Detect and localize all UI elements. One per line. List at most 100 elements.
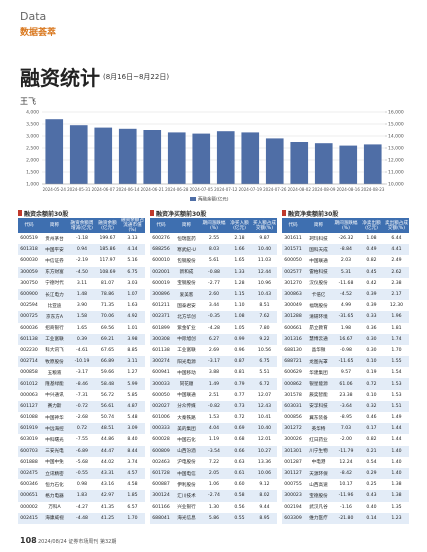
x-tick-label: 2024-06-07 bbox=[92, 187, 116, 192]
table-cell: 8.02 bbox=[252, 490, 277, 502]
table-cell: 银星能源 bbox=[304, 378, 333, 390]
header-row: 代码 简称 期间涨跌幅(%) 净买入额(亿元) 买入额占成交额(%) bbox=[150, 218, 277, 233]
table-cell: 0.60 bbox=[234, 482, 245, 488]
bar bbox=[363, 144, 382, 184]
table-cell: -11.79 bbox=[333, 445, 359, 457]
table-cell: 1.30 bbox=[208, 504, 220, 510]
table-cell: 恒瑞医药 bbox=[177, 236, 196, 242]
table-row: 688721 龙图光罩 -11.65 0.10 1.55 bbox=[282, 356, 409, 368]
table-cell: 中国平安 bbox=[40, 244, 69, 256]
table-cell: 300033 bbox=[150, 378, 172, 390]
table-cell: -0.55 bbox=[69, 467, 95, 480]
table-cell: 300023 bbox=[282, 490, 304, 502]
table-cell: 华建集团 bbox=[309, 370, 328, 376]
table-cell: 中兴通讯 bbox=[45, 393, 64, 399]
table-cell: 7.22 bbox=[208, 459, 220, 465]
table-cell: 3.13 bbox=[127, 236, 138, 242]
table-cell: 隆基绿能 bbox=[40, 378, 69, 390]
table-row: 600276 恒瑞医药 2.55 2.18 9.87 bbox=[150, 233, 277, 244]
table-cell: 600028 bbox=[152, 437, 170, 443]
table-cell: 9.22 bbox=[252, 333, 277, 345]
table-cell: 1.51 bbox=[384, 400, 409, 412]
table-cell: 2.69 bbox=[208, 347, 220, 353]
article-title: 融资统计 bbox=[20, 66, 100, 90]
table-cell: 兴业银行 bbox=[177, 505, 196, 511]
table-cell: 4.57 bbox=[120, 467, 145, 480]
table-cell: 0.19 bbox=[366, 370, 377, 376]
table-cell: 23.38 bbox=[339, 392, 353, 398]
table-cell: 301301 bbox=[282, 445, 304, 457]
table-cell: 0.63 bbox=[234, 459, 245, 465]
table-cell: 000725 bbox=[18, 311, 40, 323]
table-cell: 0.72 bbox=[234, 415, 245, 421]
table-cell: 1.65 bbox=[234, 258, 245, 264]
table-cell: 600050 bbox=[284, 258, 302, 264]
table-cell: 0.77 bbox=[234, 392, 245, 398]
table-cell: 688041 bbox=[150, 512, 172, 524]
table-cell: 6.72 bbox=[252, 378, 277, 390]
column-header: 融资余额周增减(亿元) bbox=[69, 218, 95, 233]
table-cell: 002594 bbox=[20, 303, 38, 309]
table-cell: 1.44 bbox=[391, 437, 402, 443]
table-cell: 1.83 bbox=[69, 490, 95, 502]
table-cell: 工业富联 bbox=[177, 348, 196, 354]
table-cell: 601211 bbox=[152, 303, 170, 309]
table-cell: 300896 bbox=[150, 288, 172, 301]
table-cell: 2.55 bbox=[208, 236, 220, 242]
table-cell: 3.09 bbox=[120, 423, 145, 435]
table-row: 301578 辰奕智能 23.38 0.10 1.53 bbox=[282, 390, 409, 401]
y-tick-label: 3,500 bbox=[26, 122, 39, 128]
table-cell: 中国联通 bbox=[309, 258, 328, 264]
table-cell: 中国神华 bbox=[45, 415, 64, 421]
table-cell: -3.17 bbox=[76, 370, 88, 376]
table-row: 002594 比亚迪 3.90 71.35 1.63 bbox=[18, 300, 145, 311]
table-cell: 41.25 bbox=[95, 512, 120, 524]
table-cell: 东方财富 bbox=[40, 266, 69, 278]
table-row: 600028 中国石化 1.19 0.68 12.01 bbox=[150, 434, 277, 445]
y-tick-label: 2,000 bbox=[26, 158, 39, 164]
table-cell: 0.82 bbox=[366, 437, 377, 443]
table-cell: 1.53 bbox=[208, 415, 220, 421]
table-cell: -11.96 bbox=[333, 490, 359, 502]
table-row: 600941 中国移动 3.88 0.81 5.51 bbox=[150, 367, 277, 378]
y-tick-label: 4,000 bbox=[26, 110, 39, 116]
header-row: 代码 简称 期间涨跌幅(%) 净卖出额(亿元) 卖出额占成交额(%) bbox=[282, 218, 409, 233]
table-cell: 600941 bbox=[152, 370, 170, 376]
table-cell: 宝德股份 bbox=[304, 490, 333, 502]
table-cell: 8.95 bbox=[252, 512, 277, 524]
table-cell: 3.90 bbox=[76, 303, 88, 309]
table-cell: 国泰君安 bbox=[177, 303, 196, 309]
table-row: 600050 中国联通 2.51 0.77 12.07 bbox=[150, 390, 277, 401]
table-cell: 603309 bbox=[282, 512, 304, 524]
table-cell: 4.92 bbox=[120, 311, 145, 323]
table-cell: 81.07 bbox=[100, 280, 115, 286]
table-cell: 600809 bbox=[150, 445, 172, 457]
table-cell: 12.30 bbox=[389, 303, 404, 309]
table-cell: 0.30 bbox=[359, 333, 384, 345]
column-header: 融资余额占流通市值(%) bbox=[120, 218, 145, 233]
table-cell: 10.27 bbox=[252, 445, 277, 457]
table-cell: 50.74 bbox=[100, 415, 115, 421]
table-cell: 58.48 bbox=[95, 378, 120, 390]
table-cell: 44.02 bbox=[100, 459, 115, 465]
table-cell: 中国联通 bbox=[177, 393, 196, 399]
table-cell: -4.50 bbox=[69, 266, 95, 278]
table-cell: 301578 bbox=[284, 392, 302, 398]
table-cell: 600276 bbox=[152, 236, 170, 242]
table-cell: 301571 bbox=[282, 244, 304, 256]
table-cell: 1.10 bbox=[234, 303, 245, 309]
table-cell: 002001 bbox=[150, 266, 172, 278]
table-row: 601138 工业富联 0.39 69.21 3.98 bbox=[18, 333, 145, 345]
table-cell: 阳光电源 bbox=[172, 356, 201, 368]
table-cell: 恒力石化 bbox=[45, 482, 64, 488]
table-cell: -2.74 bbox=[201, 490, 227, 502]
table-cell: 1.06 bbox=[208, 482, 220, 488]
table-cell: 牧原股份 bbox=[40, 356, 69, 368]
table-cell: 山西高速 bbox=[309, 482, 328, 488]
bar bbox=[265, 138, 284, 184]
table-cell: 1.49 bbox=[391, 415, 402, 421]
table-cell: 601127 bbox=[18, 400, 40, 412]
table-cell: 7.03 bbox=[333, 423, 359, 435]
data-table: 代码 简称 期间涨跌幅(%) 净买入额(亿元) 买入额占成交额(%) 600276 恒瑞医药… bbox=[150, 218, 277, 524]
table-cell: -2.19 bbox=[76, 258, 88, 264]
